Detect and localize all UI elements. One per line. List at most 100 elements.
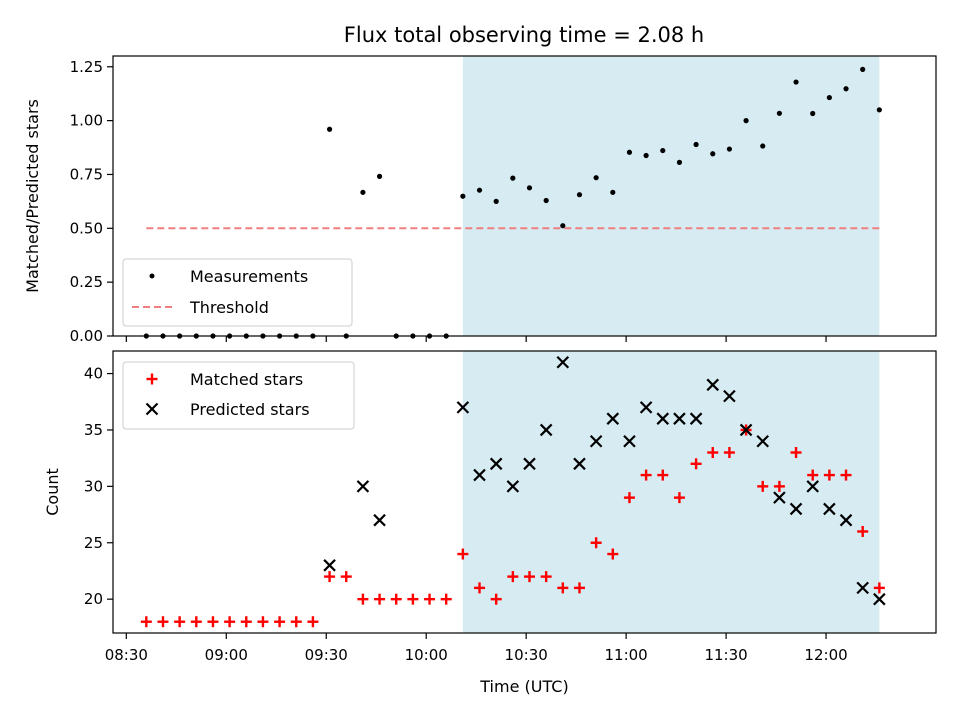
measurement-point: [743, 118, 749, 124]
matched-star-point: [324, 571, 336, 583]
measurement-point: [376, 173, 383, 179]
bottom-panel: 20 25 30 35 40 08:30 09:00 09:30 10:00 10:30 11:0…: [43, 350, 937, 696]
predicted-star-point: [723, 389, 736, 403]
matched-star-point: [290, 616, 302, 628]
matched-star-point: [807, 469, 819, 481]
matched-star-point: [723, 447, 735, 459]
predicted-star-point: [689, 412, 703, 425]
predicted-star-point: [506, 480, 520, 493]
bottom-points-layer: [140, 356, 886, 628]
y-tick-label-0-50: 0.50: [70, 219, 103, 237]
matched-star-point: [873, 582, 885, 594]
legend-plus-symbol: [146, 373, 158, 385]
x-tick-label-09-00: 09:00: [205, 646, 248, 664]
legend-marker-matched-stars: [146, 373, 158, 385]
bottom-x-ticks: 08:30 09:00 09:30 10:00 10:30 11:00 11:30 12:00: [105, 633, 848, 664]
predicted-star-point: [823, 502, 836, 516]
top-legend: Measurements Threshold: [122, 258, 353, 327]
predicted-star-point: [839, 513, 853, 527]
predicted-star-point: [606, 412, 620, 425]
predicted-star-point: [373, 513, 386, 527]
matched-star-point: [140, 616, 152, 628]
measurement-point: [326, 126, 333, 132]
shaded-interval-rect: [462, 351, 880, 633]
measurement-point: [476, 187, 483, 193]
matched-star-point: [424, 593, 436, 605]
matched-star-point: [640, 469, 652, 481]
predicted-star-point: [589, 434, 603, 448]
legend-label-threshold: Threshold: [189, 298, 269, 317]
predicted-star-point: [639, 401, 653, 414]
predicted-star-point: [806, 480, 819, 493]
y-tick-label-30: 30: [84, 477, 103, 495]
predicted-star-point: [623, 434, 636, 448]
measurement-point: [726, 146, 733, 152]
matched-star-point: [540, 571, 552, 583]
matched-star-point: [207, 616, 219, 628]
measurement-point: [776, 110, 782, 116]
measurement-point: [510, 175, 516, 181]
matched-star-point: [157, 616, 169, 628]
measurement-point: [576, 192, 583, 198]
matched-star-point: [690, 458, 702, 470]
measurement-point: [793, 79, 799, 85]
predicted-star-point: [673, 412, 686, 425]
bottom-legend: Matched stars Predicted stars: [122, 361, 355, 430]
y-tick-label-0-00: 0.00: [70, 327, 103, 345]
top-x-ticks: [125, 336, 827, 342]
matched-star-point: [857, 525, 869, 537]
measurement-point: [560, 223, 566, 229]
matched-star-point: [440, 593, 452, 605]
top-y-ticks: 0.00 0.25 0.50 0.75 1.00 1.25: [70, 58, 113, 345]
measurement-point: [626, 149, 633, 155]
matched-star-point: [240, 616, 252, 628]
matched-star-point: [657, 469, 669, 481]
matched-star-point: [224, 616, 236, 628]
measurement-point: [826, 94, 832, 101]
predicted-star-point: [556, 356, 570, 369]
y-tick-label-1-25: 1.25: [70, 58, 103, 76]
measurement-point: [660, 147, 666, 154]
matched-star-point: [840, 469, 852, 481]
top-axes-frame: [112, 55, 937, 337]
x-tick-label-08-30: 08:30: [105, 646, 148, 664]
y-tick-label-0-75: 0.75: [70, 165, 103, 183]
matched-star-point: [407, 593, 419, 605]
matched-star-point: [573, 582, 585, 594]
y-tick-label-25: 25: [84, 534, 103, 552]
predicted-star-point: [756, 434, 770, 448]
matched-star-point: [790, 447, 802, 459]
predicted-star-point: [356, 480, 370, 493]
matched-star-point: [174, 616, 186, 628]
measurement-point: [676, 159, 683, 165]
measurement-point: [610, 189, 616, 195]
bottom-axes-frame: [112, 350, 937, 634]
chart-title: Flux total observing time = 2.08 h: [344, 23, 704, 47]
predicted-star-point: [873, 592, 886, 606]
measurement-point: [526, 185, 533, 191]
matched-star-point: [707, 447, 719, 459]
predicted-star-point: [489, 457, 503, 471]
top-panel: 0.00 0.25 0.50 0.75 1.00 1.25 Matched/Predict…: [23, 55, 937, 345]
matched-star-point: [190, 616, 202, 628]
legend-x-symbol: [145, 402, 159, 416]
matched-star-point: [490, 593, 502, 605]
matched-star-point: [474, 582, 486, 594]
bottom-shaded-interval: [462, 351, 880, 633]
bottom-y-axis-label: Count: [43, 468, 62, 516]
top-shaded-interval: [462, 56, 880, 336]
measurement-point: [543, 197, 549, 204]
bottom-legend-box: [122, 361, 355, 430]
legend-label-matched-stars: Matched stars: [190, 370, 303, 389]
predicted-star-point: [539, 423, 553, 437]
x-tick-label-11-00: 11:00: [605, 646, 648, 664]
legend-marker-predicted-stars: [145, 402, 159, 416]
x-axis-label: Time (UTC): [479, 677, 568, 696]
matched-star-point: [773, 480, 785, 492]
matched-star-point: [823, 469, 835, 481]
x-tick-label-10-00: 10:00: [405, 646, 448, 664]
measurement-point: [693, 141, 699, 148]
x-tick-label-09-30: 09:30: [305, 646, 348, 664]
matched-star-point: [390, 593, 402, 605]
